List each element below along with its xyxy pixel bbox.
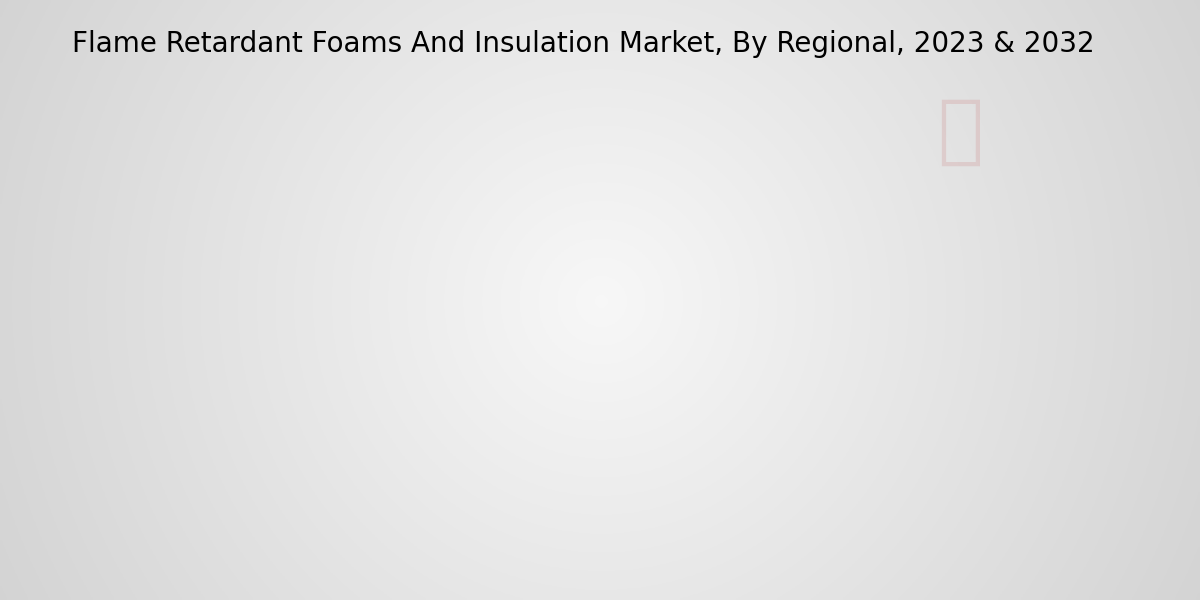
Y-axis label: Market Size in USD Billion: Market Size in USD Billion — [91, 202, 109, 434]
Bar — [370, 392, 440, 528]
Bar — [976, 486, 1046, 528]
Text: Ⓜ: Ⓜ — [937, 95, 983, 169]
Bar — [571, 347, 642, 528]
Text: 0.47: 0.47 — [158, 478, 196, 493]
Bar — [773, 315, 844, 528]
Bar — [440, 321, 511, 528]
Text: Flame Retardant Foams And Insulation Market, By Regional, 2023 & 2032: Flame Retardant Foams And Insulation Mar… — [72, 30, 1094, 58]
Bar — [168, 497, 238, 528]
Bar — [238, 478, 308, 528]
Bar — [844, 192, 914, 528]
Legend: 2023, 2032: 2023, 2032 — [632, 25, 860, 58]
Bar — [1046, 467, 1116, 528]
Bar — [642, 250, 713, 528]
